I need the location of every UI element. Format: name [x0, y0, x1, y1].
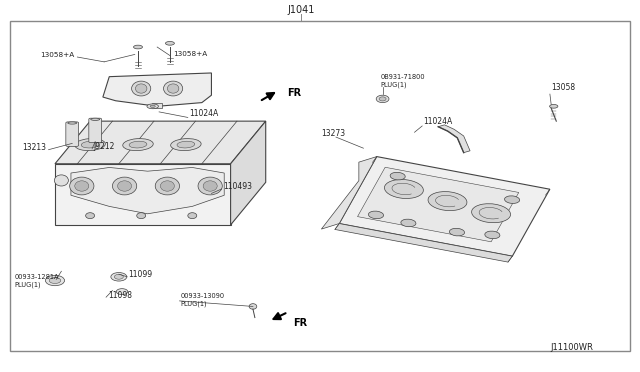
Ellipse shape: [203, 181, 217, 191]
Polygon shape: [55, 121, 266, 164]
Ellipse shape: [472, 204, 511, 223]
Ellipse shape: [550, 105, 558, 108]
Text: PLUG(1): PLUG(1): [180, 301, 207, 307]
Text: 00933-13090: 00933-13090: [180, 293, 225, 299]
Ellipse shape: [123, 139, 153, 151]
Polygon shape: [230, 121, 266, 225]
Text: 13213: 13213: [22, 143, 47, 152]
Text: J1041: J1041: [287, 5, 314, 15]
Polygon shape: [438, 125, 470, 153]
Ellipse shape: [118, 181, 132, 191]
Ellipse shape: [137, 213, 146, 219]
Ellipse shape: [449, 228, 465, 236]
Ellipse shape: [49, 278, 61, 283]
Ellipse shape: [166, 41, 174, 45]
Ellipse shape: [75, 181, 89, 191]
Ellipse shape: [116, 289, 128, 295]
Ellipse shape: [379, 97, 386, 101]
Ellipse shape: [111, 273, 127, 281]
Text: FR: FR: [293, 318, 307, 328]
Text: 11024A: 11024A: [424, 117, 452, 126]
Ellipse shape: [156, 177, 179, 195]
Text: FR: FR: [287, 87, 301, 97]
Ellipse shape: [86, 213, 95, 219]
Polygon shape: [358, 167, 519, 242]
Text: PLUG(1): PLUG(1): [381, 81, 407, 88]
Text: J11100WR: J11100WR: [551, 343, 594, 352]
Ellipse shape: [132, 81, 151, 96]
Ellipse shape: [150, 105, 156, 108]
Polygon shape: [71, 167, 224, 214]
Polygon shape: [103, 73, 211, 106]
Ellipse shape: [188, 213, 196, 219]
Ellipse shape: [45, 275, 65, 286]
Ellipse shape: [91, 118, 100, 121]
Polygon shape: [335, 224, 513, 262]
Ellipse shape: [428, 192, 467, 211]
Text: 110493: 110493: [223, 182, 252, 191]
Text: 00933-1281A: 00933-1281A: [15, 274, 60, 280]
Text: 13273: 13273: [321, 129, 346, 138]
Ellipse shape: [136, 84, 147, 93]
Text: J9212: J9212: [93, 142, 115, 151]
Text: 13058+A: 13058+A: [173, 51, 207, 57]
Ellipse shape: [390, 172, 405, 180]
Ellipse shape: [68, 122, 77, 124]
Text: 11098: 11098: [108, 291, 132, 300]
Ellipse shape: [75, 139, 106, 151]
Ellipse shape: [485, 231, 500, 239]
FancyBboxPatch shape: [66, 122, 79, 146]
Polygon shape: [339, 157, 550, 256]
Ellipse shape: [134, 45, 143, 49]
Text: 13058+A: 13058+A: [40, 52, 74, 58]
Ellipse shape: [161, 181, 174, 191]
Bar: [152, 103, 163, 108]
Text: 11024A: 11024A: [189, 109, 218, 118]
Ellipse shape: [385, 179, 424, 199]
Ellipse shape: [369, 211, 383, 219]
Ellipse shape: [401, 219, 416, 227]
Ellipse shape: [164, 81, 182, 96]
Text: 0B931-71800: 0B931-71800: [381, 74, 426, 80]
Ellipse shape: [113, 177, 137, 195]
Text: 11099: 11099: [129, 270, 152, 279]
Polygon shape: [55, 164, 230, 225]
Ellipse shape: [171, 139, 201, 151]
Ellipse shape: [168, 84, 179, 93]
Ellipse shape: [177, 141, 195, 148]
Polygon shape: [321, 157, 377, 229]
Ellipse shape: [129, 141, 147, 148]
Ellipse shape: [147, 104, 159, 109]
Ellipse shape: [54, 175, 68, 186]
Ellipse shape: [198, 177, 222, 195]
Ellipse shape: [81, 141, 99, 148]
Bar: [10, 21, 630, 351]
Ellipse shape: [504, 196, 520, 203]
Text: PLUG(1): PLUG(1): [15, 282, 42, 288]
Text: 13058: 13058: [551, 83, 575, 92]
Ellipse shape: [115, 275, 124, 279]
Ellipse shape: [249, 304, 257, 309]
Ellipse shape: [70, 177, 94, 195]
Ellipse shape: [376, 95, 389, 103]
FancyBboxPatch shape: [89, 118, 102, 142]
